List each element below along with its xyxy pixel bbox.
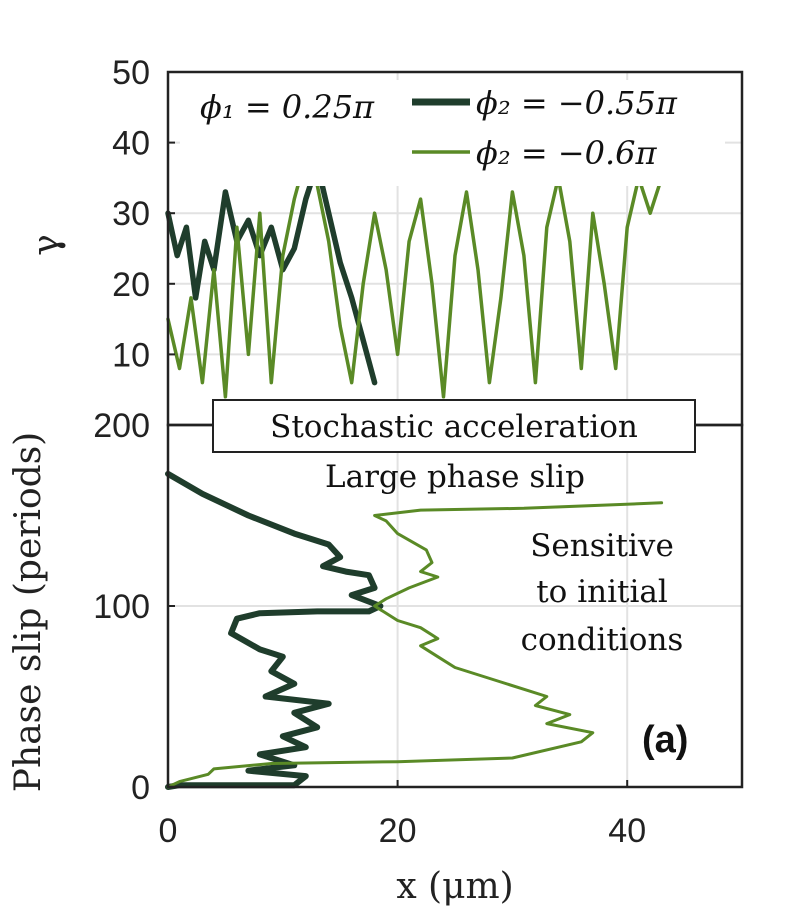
top-series-1 (166, 154, 664, 399)
bottom-y-tick-label: 0 (131, 769, 150, 807)
bottom-series-0 (165, 470, 384, 790)
top-y-tick-label: 10 (112, 336, 150, 374)
legend-label-phi1: ϕ₁ = 0.25π (200, 88, 375, 126)
sensitivity-label-line1: Sensitive (530, 528, 674, 564)
bottom-series (165, 470, 664, 790)
x-tick-label: 20 (379, 812, 417, 850)
large-phase-slip-label: Large phase slip (325, 459, 585, 495)
legend-label-light: ϕ₂ = −0.6π (476, 134, 658, 172)
top-series (165, 154, 664, 399)
panel-label: (a) (642, 719, 688, 761)
bottom-series-1 (166, 501, 664, 789)
x-axis-label: x (μm) (396, 866, 513, 907)
legend-label-dark: ϕ₂ = −0.55π (476, 84, 678, 122)
bottom-y-tick-labels: 0 100 200 (93, 407, 175, 807)
top-series-0 (165, 161, 378, 386)
top-y-axis-label: γ (26, 234, 67, 256)
top-y-tick-label: 40 (112, 125, 150, 163)
bottom-y-tick-label: 200 (93, 407, 150, 445)
bottom-y-tick-label: 100 (93, 588, 150, 626)
x-tick-label: 0 (159, 812, 178, 850)
legend-background (180, 80, 725, 186)
top-y-tick-label: 50 (112, 54, 150, 92)
stochastic-acceleration-box (212, 399, 696, 453)
x-tick-labels: 0 20 40 (159, 780, 646, 850)
bottom-y-axis-label: Phase slip (periods) (8, 432, 49, 792)
top-y-tick-label: 20 (112, 266, 150, 304)
sensitivity-label-line3: conditions (521, 622, 684, 658)
legend: ϕ₁ = 0.25π ϕ₂ = −0.55π ϕ₂ = −0.6π (180, 80, 725, 186)
top-y-tick-labels: 10 20 30 40 50 (112, 54, 175, 374)
sensitivity-label-line2: to initial (536, 574, 668, 610)
bottom-panel: 0 100 200 0 20 40 Phase slip (periods) x (μm… (8, 399, 744, 907)
top-y-tick-label: 30 (112, 195, 150, 233)
x-tick-label: 40 (608, 812, 646, 850)
stochastic-acceleration-label: Stochastic acceleration (270, 409, 638, 445)
top-panel: 10 20 30 40 50 γ ϕ₁ = 0.25π ϕ₂ = −0.55π ϕ₂ =… (26, 54, 744, 427)
